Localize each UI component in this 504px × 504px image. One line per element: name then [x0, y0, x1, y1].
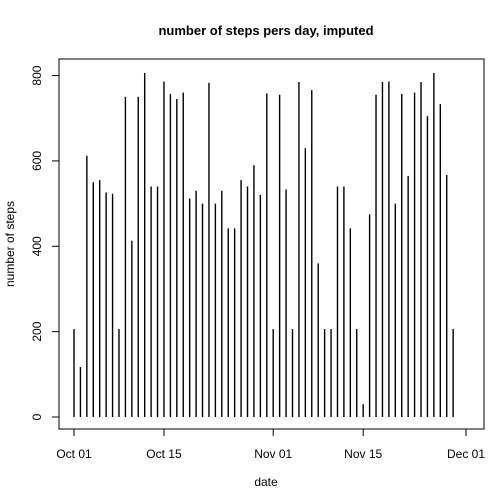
- x-axis-label: date: [254, 475, 278, 489]
- y-tick-label: 400: [30, 236, 44, 256]
- y-tick-label: 200: [30, 321, 44, 341]
- y-axis-label: number of steps: [3, 201, 17, 287]
- y-axis: 0 200 400 600 800: [30, 65, 60, 420]
- y-tick-label: 800: [30, 65, 44, 85]
- bars: [73, 73, 454, 417]
- x-tick-label: Dec 01: [447, 447, 485, 461]
- y-tick-label: 600: [30, 151, 44, 171]
- y-tick-label: 0: [30, 413, 44, 420]
- plot-frame: [58, 58, 485, 430]
- x-tick-label: Nov 01: [254, 447, 292, 461]
- x-axis: Oct 01 Oct 15 Nov 01 Nov 15 Dec 01: [56, 428, 485, 461]
- chart-title: number of steps pers day, imputed: [158, 23, 373, 38]
- x-tick-label: Oct 01: [56, 447, 92, 461]
- x-tick-label: Oct 15: [146, 447, 182, 461]
- plot-area: [58, 58, 485, 430]
- x-tick-label: Nov 15: [344, 447, 382, 461]
